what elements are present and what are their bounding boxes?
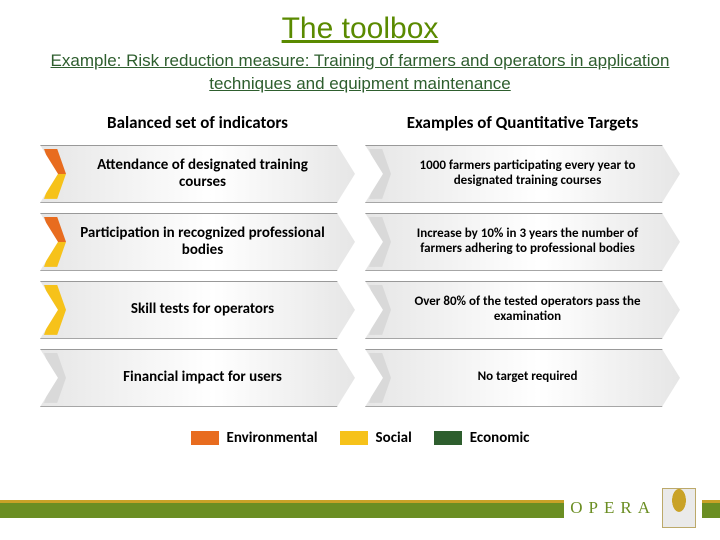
legend: Environmental Social Economic	[0, 429, 720, 447]
target-box: 1000 farmers participating every year to…	[365, 145, 680, 203]
legend-item-environmental: Environmental	[191, 429, 318, 447]
indicator-box: Financial impact for users	[40, 349, 355, 407]
target-box: Over 80% of the tested operators pass th…	[365, 281, 680, 339]
opera-logo: OPERA	[564, 484, 702, 532]
indicators-column: Balanced set of indicators Attendance of…	[40, 106, 355, 407]
swatch-icon	[340, 431, 368, 445]
targets-column: Examples of Quantitative Targets 1000 fa…	[365, 106, 680, 407]
page-title: The toolbox	[0, 0, 720, 46]
target-rows: 1000 farmers participating every year to…	[365, 145, 680, 407]
target-text: No target required	[478, 370, 578, 385]
legend-label: Environmental	[227, 429, 318, 447]
legend-label: Economic	[470, 429, 530, 447]
indicators-header: Balanced set of indicators	[40, 106, 355, 145]
target-box: No target required	[365, 349, 680, 407]
swatch-icon	[434, 431, 462, 445]
indicator-text: Participation in recognized professional…	[76, 225, 329, 260]
target-box: Increase by 10% in 3 years the number of…	[365, 213, 680, 271]
target-text: 1000 farmers participating every year to…	[401, 159, 654, 189]
legend-label: Social	[376, 429, 412, 447]
swatch-icon	[191, 431, 219, 445]
targets-header: Examples of Quantitative Targets	[365, 106, 680, 145]
indicator-box: Attendance of designated training course…	[40, 145, 355, 203]
indicator-box: Skill tests for operators	[40, 281, 355, 339]
legend-item-economic: Economic	[434, 429, 530, 447]
legend-item-social: Social	[340, 429, 412, 447]
opera-logo-icon	[662, 488, 696, 528]
indicator-rows: Attendance of designated training course…	[40, 145, 355, 407]
example-subtitle: Example: Risk reduction measure: Trainin…	[0, 46, 720, 106]
indicator-text: Skill tests for operators	[131, 301, 274, 318]
two-column-layout: Balanced set of indicators Attendance of…	[0, 106, 720, 407]
indicator-text: Attendance of designated training course…	[76, 157, 329, 192]
indicator-box: Participation in recognized professional…	[40, 213, 355, 271]
indicator-text: Financial impact for users	[123, 369, 282, 386]
target-text: Increase by 10% in 3 years the number of…	[401, 227, 654, 257]
target-text: Over 80% of the tested operators pass th…	[401, 295, 654, 325]
opera-logo-text: OPERA	[570, 498, 656, 518]
